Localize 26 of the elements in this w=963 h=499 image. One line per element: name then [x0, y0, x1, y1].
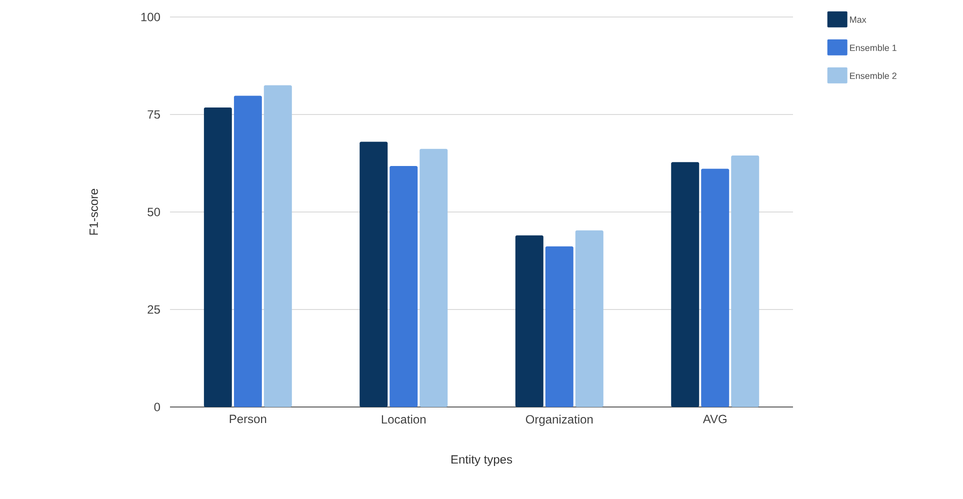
bar [701, 168, 730, 407]
x-axis-title: Entity types [451, 454, 512, 466]
bar [515, 235, 544, 407]
bar [671, 162, 700, 407]
y-tick-label: 50 [148, 208, 160, 216]
y-tick-label: 75 [148, 110, 160, 119]
bar [420, 148, 448, 407]
x-tick-label: AVG [702, 414, 726, 424]
y-tick-label: 0 [154, 402, 160, 412]
x-tick-label: Person [230, 414, 266, 424]
bar [390, 166, 418, 407]
legend-label: Ensemble 1 [850, 44, 896, 52]
bar [234, 96, 262, 407]
y-tick-label: 100 [141, 12, 160, 22]
bar [264, 85, 292, 407]
x-tick-label: Location [382, 414, 426, 424]
legend-label: Max [850, 16, 866, 23]
x-tick-label: Organization [526, 414, 593, 426]
bar [360, 142, 388, 407]
bar [575, 230, 604, 407]
legend-label: Ensemble 2 [850, 72, 896, 80]
bar [545, 246, 574, 407]
bar [204, 107, 232, 407]
y-axis-title: F1-score [90, 188, 98, 235]
bar [731, 155, 760, 407]
y-tick-label: 25 [148, 305, 160, 314]
